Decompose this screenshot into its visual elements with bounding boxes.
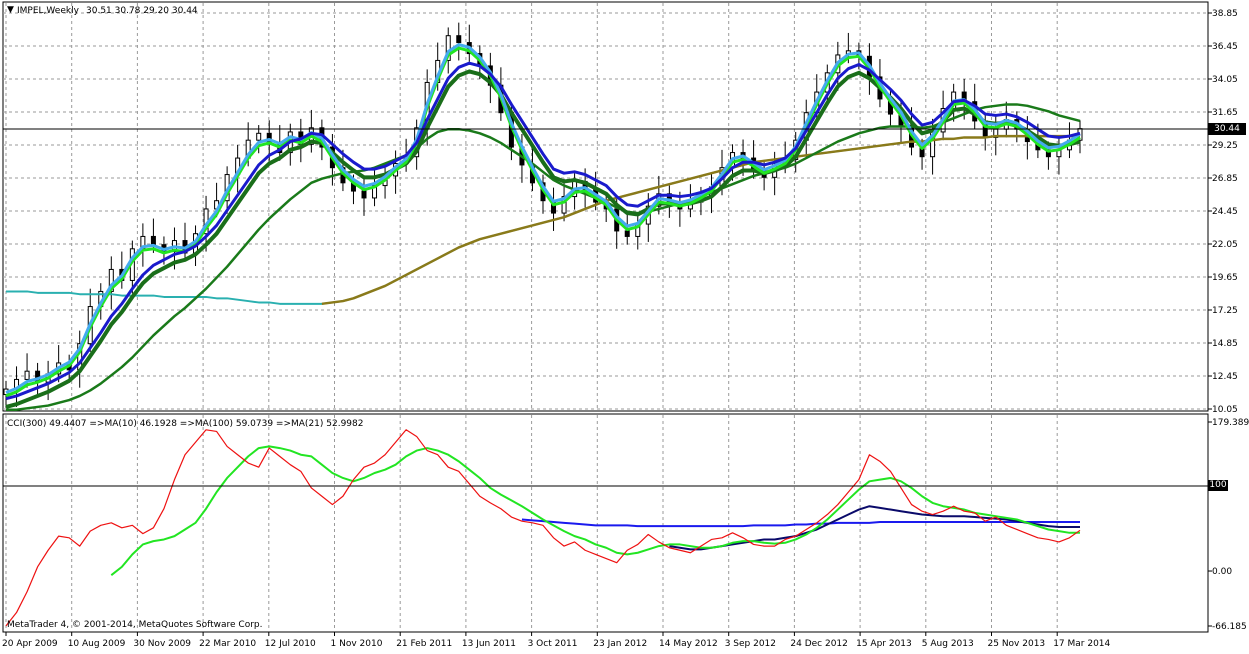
candle-body bbox=[24, 370, 30, 380]
time-axis: 20 Apr 2009 10 Aug 2009 30 Nov 2009 22 Mar … bbox=[2, 632, 1111, 649]
cci-ma100-line bbox=[521, 518, 1080, 528]
price-pane-frame bbox=[2, 1, 1209, 412]
cci-tick-label: -66.185 bbox=[1212, 622, 1247, 632]
price-tick-label: 12.45 bbox=[1212, 372, 1238, 382]
indicator-pane-frame bbox=[2, 413, 1209, 633]
price-tick-label: 10.05 bbox=[1212, 405, 1238, 415]
indicator-label: CCI(300) 49.4407 =>MA(10) 46.1928 =>MA(1… bbox=[7, 419, 363, 429]
price-tick-label: 19.65 bbox=[1212, 273, 1238, 283]
candle-body bbox=[445, 35, 451, 61]
time-tick-label: 24 Dec 2012 bbox=[790, 639, 848, 649]
time-tick-label: 30 Nov 2009 bbox=[133, 639, 191, 649]
ma-long-olive-line bbox=[321, 134, 1080, 306]
time-tick-label: 10 Aug 2009 bbox=[68, 639, 126, 649]
candle-body bbox=[456, 35, 462, 44]
time-tick-label: 17 Mar 2014 bbox=[1053, 639, 1110, 649]
cci-ma21-line bbox=[669, 505, 1080, 551]
ma-slow-line bbox=[6, 103, 1081, 411]
time-tick-label: 21 Feb 2011 bbox=[396, 639, 452, 649]
time-tick-label: 12 Jul 2010 bbox=[265, 639, 316, 649]
time-tick-label: 25 Nov 2013 bbox=[988, 639, 1046, 649]
cci-ma10-line bbox=[110, 445, 1080, 576]
cci-tick-label: 0.00 bbox=[1212, 567, 1232, 577]
price-tick-label: 14.85 bbox=[1212, 339, 1238, 349]
candle-body bbox=[361, 190, 367, 199]
time-tick-label: 15 Apr 2013 bbox=[856, 639, 912, 649]
time-tick-label: 23 Jan 2012 bbox=[593, 639, 647, 649]
cci-tick-label: 179.3894 bbox=[1212, 418, 1249, 428]
cci-level-tag: 100 bbox=[1208, 480, 1228, 491]
candle-body bbox=[561, 196, 567, 214]
time-tick-label: 5 Aug 2013 bbox=[922, 639, 974, 649]
price-tick-label: 36.45 bbox=[1212, 42, 1238, 52]
ma-blue-line bbox=[5, 61, 1081, 401]
price-tick-label: 22.05 bbox=[1212, 240, 1238, 250]
time-tick-label: 1 Nov 2010 bbox=[331, 639, 383, 649]
price-tick-label: 31.65 bbox=[1212, 108, 1238, 118]
time-tick-label: 3 Sep 2012 bbox=[725, 639, 776, 649]
time-tick-label: 3 Oct 2011 bbox=[528, 639, 578, 649]
current-price-tag: 30.44 bbox=[1208, 123, 1246, 135]
copyright-text: MetaTrader 4, © 2001-2014, MetaQuotes So… bbox=[7, 620, 263, 630]
chart-symbol-title: IMPEL,Weekly bbox=[17, 6, 80, 16]
time-tick-label: 13 Jun 2011 bbox=[462, 639, 516, 649]
time-tick-label: 22 Mar 2010 bbox=[199, 639, 256, 649]
chart-ohlc: 30.51 30.78 29.20 30.44 bbox=[86, 6, 198, 16]
price-tick-label: 26.85 bbox=[1212, 174, 1238, 184]
candlesticks bbox=[3, 22, 1083, 408]
candle-body bbox=[256, 132, 262, 141]
ma-mid-line bbox=[5, 69, 1081, 409]
cci-axis: 179.3894 0.00 -66.185 bbox=[1208, 418, 1249, 632]
time-tick-label: 20 Apr 2009 bbox=[2, 639, 58, 649]
price-tick-label: 29.25 bbox=[1212, 141, 1238, 151]
ma-lightblue-line bbox=[5, 43, 1081, 394]
grid-lines bbox=[3, 3, 1208, 631]
cci-lines bbox=[5, 429, 1081, 627]
candle-body bbox=[150, 235, 156, 246]
candle-body bbox=[624, 230, 630, 237]
time-tick-label: 14 May 2012 bbox=[659, 639, 718, 649]
price-tick-label: 24.45 bbox=[1212, 207, 1238, 217]
price-tick-label: 38.85 bbox=[1212, 9, 1238, 19]
price-tick-label: 17.25 bbox=[1212, 306, 1238, 316]
cci-line bbox=[5, 429, 1081, 627]
price-tick-label: 34.05 bbox=[1212, 75, 1238, 85]
price-axis: 38.85 36.45 34.05 31.65 29.25 26.85 24.45 22.05… bbox=[1208, 9, 1238, 415]
moving-averages bbox=[5, 43, 1081, 411]
chart-title-arrow-icon: ▼ bbox=[7, 5, 14, 15]
